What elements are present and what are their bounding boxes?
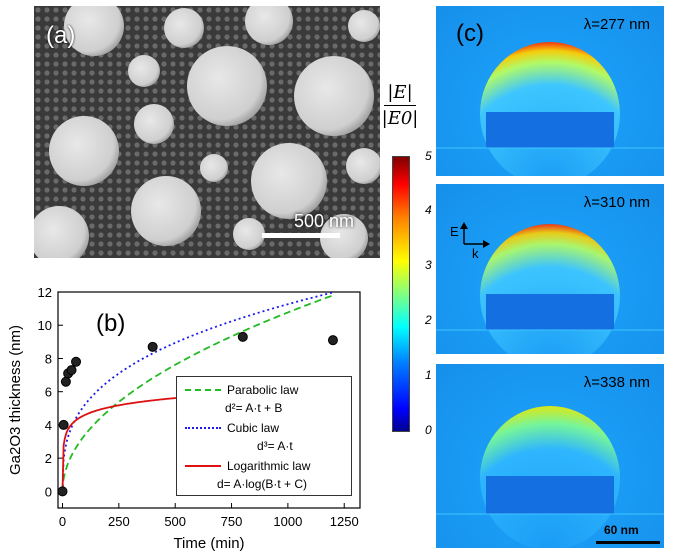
field-map-277: λ=277 nm [436, 6, 664, 176]
parabolic-curve [61, 293, 336, 492]
field-map-graphic [436, 406, 664, 548]
legend-cubic-eq: d³= A·t [257, 439, 293, 453]
y-tick-label: 0 [45, 484, 52, 499]
x-tick-label: 0 [59, 514, 66, 529]
colorbar [392, 156, 410, 432]
field-map-338: λ=338 nm [436, 364, 664, 548]
legend-swatch-cubic [185, 427, 221, 429]
wavelength-label: λ=277 nm [583, 16, 650, 33]
panel-c-label: (c) [456, 20, 484, 47]
legend-parabolic-eq: d²= A·t + B [225, 401, 283, 415]
x-axis-label: Time (min) [173, 535, 244, 552]
colorbar-numerator: |E| [387, 82, 413, 103]
y-tick-label: 10 [38, 318, 52, 333]
legend-log-eq: d= A·log(B·t + C) [217, 477, 308, 491]
field-map-310: λ=310 nm [436, 184, 664, 354]
legend-cubic: Cubic law [227, 421, 280, 435]
colorbar-title: |E| |E0| [380, 82, 420, 129]
panel-a-label: (a) [46, 22, 76, 49]
legend-swatch-log [185, 465, 221, 467]
data-point [57, 486, 68, 497]
scale-bar-label: 60 nm [604, 523, 639, 537]
x-tick-label: 250 [108, 514, 130, 529]
y-tick-label: 4 [45, 418, 52, 433]
data-point [66, 365, 77, 376]
legend-swatch-parabolic [185, 389, 221, 391]
colorbar-tick: 0 [425, 423, 432, 437]
field-map-graphic [436, 224, 664, 354]
x-tick-label: 500 [164, 514, 186, 529]
y-tick-label: 2 [45, 451, 52, 466]
field-map-graphic [436, 42, 664, 176]
data-point [147, 341, 158, 352]
data-point [71, 356, 82, 367]
colorbar-tick: 5 [425, 149, 432, 163]
e-field-label: E [450, 224, 459, 239]
chart-legend: Parabolic law d²= A·t + B Cubic law d³= … [176, 376, 352, 496]
scale-bar-label: 500 nm [293, 211, 354, 231]
y-tick-label: 6 [45, 385, 52, 400]
fraction-line [384, 105, 416, 106]
x-tick-label: 1250 [330, 514, 359, 529]
data-point [237, 331, 248, 342]
chart-svg: 0 250 500 750 1000 1250 0 2 4 6 8 10 12 Time (min) Ga2… [7, 285, 361, 552]
scale-bar [262, 233, 340, 238]
x-tick-label: 1000 [273, 514, 302, 529]
colorbar-tick: 4 [425, 203, 432, 217]
thickness-chart: 0 250 500 750 1000 1250 0 2 4 6 8 10 12 Time (min) Ga2… [0, 276, 380, 560]
direction-arrows [460, 222, 490, 248]
sem-particles [34, 6, 380, 258]
sem-image: (a) 500 nm [34, 6, 380, 258]
panel-b-label: (b) [96, 310, 126, 337]
y-axis-label: Ga2O3 thickness (nm) [7, 325, 24, 475]
legend-parabolic: Parabolic law [227, 383, 299, 397]
colorbar-denominator: |E0| [381, 108, 419, 129]
colorbar-tick: 1 [425, 368, 432, 382]
x-tick-label: 750 [221, 514, 243, 529]
y-tick-label: 8 [45, 351, 52, 366]
field-direction-axes: E k [450, 220, 496, 263]
y-tick-label: 12 [38, 285, 52, 300]
wavelength-label: λ=338 nm [583, 374, 650, 391]
wavelength-label: λ=310 nm [583, 194, 650, 211]
colorbar-tick: 3 [425, 258, 432, 272]
k-vector-label: k [472, 246, 479, 261]
data-point [58, 419, 69, 430]
scale-bar [596, 541, 660, 544]
data-point [327, 335, 338, 346]
legend-log: Logarithmic law [227, 459, 311, 473]
colorbar-tick: 2 [425, 313, 432, 327]
data-point [60, 376, 71, 387]
plot-frame [57, 291, 361, 509]
